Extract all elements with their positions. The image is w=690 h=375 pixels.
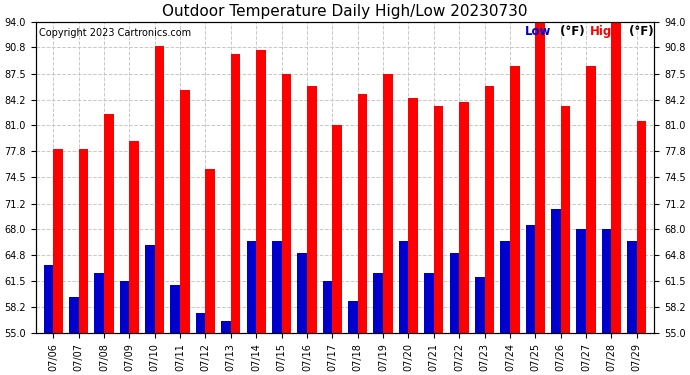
Text: (°F): (°F) bbox=[624, 25, 653, 38]
Bar bbox=[79, 149, 88, 333]
Bar bbox=[170, 285, 180, 333]
Bar bbox=[449, 253, 459, 333]
Bar bbox=[602, 229, 611, 333]
Bar bbox=[561, 105, 570, 333]
Text: Copyright 2023 Cartronics.com: Copyright 2023 Cartronics.com bbox=[39, 28, 190, 38]
Bar bbox=[246, 241, 256, 333]
Bar bbox=[282, 74, 291, 333]
Bar bbox=[155, 46, 164, 333]
Bar bbox=[323, 281, 333, 333]
Bar bbox=[333, 126, 342, 333]
Bar bbox=[576, 229, 586, 333]
Bar bbox=[383, 74, 393, 333]
Bar bbox=[459, 102, 469, 333]
Bar bbox=[475, 277, 484, 333]
Bar bbox=[408, 98, 418, 333]
Bar bbox=[43, 265, 53, 333]
Title: Outdoor Temperature Daily High/Low 20230730: Outdoor Temperature Daily High/Low 20230… bbox=[162, 4, 528, 19]
Bar bbox=[551, 209, 561, 333]
Bar bbox=[272, 241, 282, 333]
Bar bbox=[53, 149, 63, 333]
Bar bbox=[627, 241, 637, 333]
Bar bbox=[434, 105, 444, 333]
Bar bbox=[256, 50, 266, 333]
Bar bbox=[69, 297, 79, 333]
Bar bbox=[373, 273, 383, 333]
Bar bbox=[424, 273, 434, 333]
Bar bbox=[231, 54, 241, 333]
Bar bbox=[535, 22, 545, 333]
Bar bbox=[206, 170, 215, 333]
Bar bbox=[129, 141, 139, 333]
Bar bbox=[637, 122, 647, 333]
Bar bbox=[357, 93, 367, 333]
Bar bbox=[221, 321, 231, 333]
Bar bbox=[145, 245, 155, 333]
Bar bbox=[297, 253, 307, 333]
Bar bbox=[307, 86, 317, 333]
Text: High: High bbox=[589, 25, 620, 38]
Bar bbox=[120, 281, 129, 333]
Bar bbox=[484, 86, 494, 333]
Text: (°F): (°F) bbox=[556, 25, 584, 38]
Bar bbox=[586, 66, 595, 333]
Bar bbox=[95, 273, 104, 333]
Bar bbox=[526, 225, 535, 333]
Bar bbox=[399, 241, 408, 333]
Bar bbox=[348, 301, 357, 333]
Bar bbox=[104, 114, 114, 333]
Bar bbox=[196, 313, 206, 333]
Bar bbox=[500, 241, 510, 333]
Bar bbox=[510, 66, 520, 333]
Text: Low: Low bbox=[525, 25, 551, 38]
Bar bbox=[611, 22, 621, 333]
Bar bbox=[180, 90, 190, 333]
